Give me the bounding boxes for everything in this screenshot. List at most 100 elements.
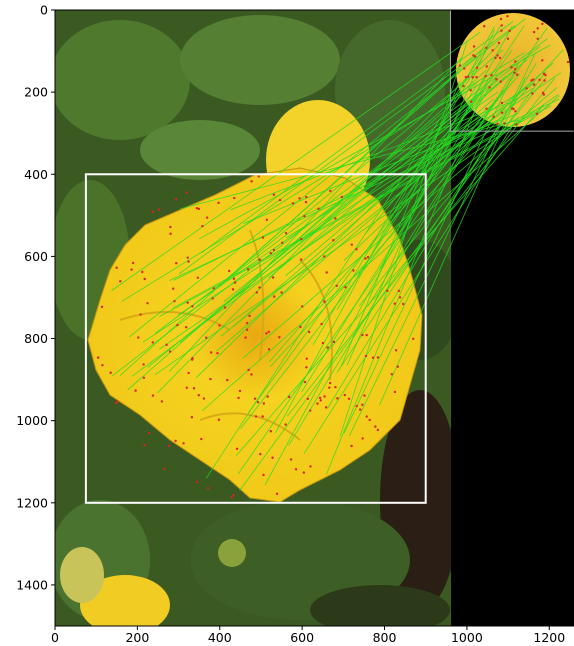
keypoint bbox=[160, 400, 164, 403]
keypoint bbox=[484, 74, 487, 78]
keypoint bbox=[363, 394, 366, 397]
keypoint bbox=[302, 471, 306, 474]
keypoint bbox=[192, 387, 196, 390]
match-line bbox=[129, 18, 526, 338]
keypoint bbox=[115, 266, 118, 269]
keypoint bbox=[506, 37, 510, 40]
keypoint bbox=[536, 37, 539, 40]
keypoint bbox=[235, 447, 239, 451]
y-tick-label: 1400 bbox=[16, 577, 48, 592]
keypoint bbox=[386, 289, 389, 293]
match-lines bbox=[111, 18, 564, 491]
keypoint bbox=[200, 437, 203, 441]
keypoint bbox=[492, 115, 495, 118]
keypoint bbox=[390, 373, 393, 376]
keypoint bbox=[376, 356, 380, 359]
keypoint bbox=[472, 54, 475, 57]
match-line bbox=[343, 62, 519, 434]
keypoint bbox=[281, 241, 284, 245]
keypoint bbox=[475, 75, 478, 79]
keypoint bbox=[165, 343, 168, 347]
keypoints bbox=[96, 15, 570, 499]
keypoint bbox=[319, 399, 322, 402]
keypoint bbox=[513, 71, 516, 74]
keypoint bbox=[541, 91, 545, 94]
keypoint bbox=[514, 60, 517, 63]
keypoint bbox=[267, 348, 271, 351]
keypoint bbox=[355, 248, 358, 251]
keypoint bbox=[151, 341, 155, 344]
match-line bbox=[121, 52, 525, 302]
keypoint bbox=[475, 66, 479, 69]
keypoint bbox=[101, 364, 104, 367]
match-line bbox=[159, 72, 561, 350]
match-line bbox=[196, 75, 506, 378]
keypoint bbox=[258, 286, 261, 289]
x-axis: 0 200 400 600 800 1000 1200 bbox=[51, 626, 565, 645]
keypoint bbox=[163, 467, 166, 471]
keypoint bbox=[271, 456, 274, 459]
keypoint bbox=[371, 356, 375, 359]
match-line bbox=[379, 76, 526, 406]
keypoint bbox=[515, 123, 518, 126]
match-line bbox=[177, 91, 499, 316]
keypoint bbox=[305, 357, 308, 360]
keypoint bbox=[485, 107, 488, 111]
x-tick-label: 400 bbox=[208, 630, 232, 645]
keypoint bbox=[190, 358, 194, 361]
keypoint bbox=[538, 78, 541, 82]
keypoint bbox=[364, 354, 368, 358]
keypoint bbox=[275, 492, 279, 495]
keypoint bbox=[490, 73, 493, 77]
keypoint bbox=[185, 191, 188, 194]
keypoint bbox=[542, 93, 546, 96]
keypoint bbox=[258, 258, 261, 261]
keypoint bbox=[374, 425, 377, 428]
keypoint bbox=[262, 402, 266, 405]
keypoint bbox=[167, 444, 171, 448]
keypoint bbox=[491, 49, 494, 52]
keypoint bbox=[530, 79, 533, 82]
keypoint bbox=[226, 378, 229, 382]
keypoint bbox=[237, 396, 240, 400]
keypoint bbox=[137, 336, 140, 339]
keypoint bbox=[151, 210, 154, 213]
keypoint bbox=[350, 444, 353, 448]
match-line bbox=[199, 44, 551, 240]
keypoint bbox=[304, 200, 308, 204]
keypoint bbox=[305, 366, 308, 369]
match-line bbox=[235, 103, 545, 457]
keypoint bbox=[544, 73, 547, 77]
keypoint bbox=[473, 55, 477, 58]
keypoint bbox=[535, 112, 539, 115]
keypoint bbox=[247, 368, 250, 372]
keypoint bbox=[500, 29, 503, 32]
keypoint bbox=[525, 87, 528, 90]
match-line bbox=[340, 81, 460, 367]
match-line bbox=[205, 49, 486, 479]
keypoint bbox=[244, 336, 247, 339]
keypoint bbox=[541, 59, 544, 62]
keypoint bbox=[298, 197, 301, 200]
y-tick-label: 400 bbox=[24, 167, 48, 182]
keypoint bbox=[250, 373, 253, 376]
keypoint bbox=[217, 201, 220, 205]
keypoint bbox=[262, 473, 265, 477]
keypoint bbox=[259, 452, 262, 456]
keypoint bbox=[343, 393, 347, 397]
keypoint bbox=[350, 243, 354, 246]
keypoint bbox=[216, 352, 219, 355]
detection-box bbox=[84, 173, 427, 504]
keypoint bbox=[376, 428, 380, 432]
keypoint bbox=[141, 270, 144, 274]
keypoint bbox=[496, 54, 499, 57]
keypoint bbox=[318, 396, 322, 400]
keypoint bbox=[142, 376, 146, 379]
keypoint bbox=[300, 237, 303, 241]
keypoint bbox=[402, 302, 405, 306]
keypoint bbox=[280, 291, 283, 294]
keypoint bbox=[412, 337, 415, 341]
keypoint bbox=[195, 480, 199, 483]
match-line bbox=[368, 97, 498, 306]
y-tick-label: 0 bbox=[40, 3, 48, 18]
